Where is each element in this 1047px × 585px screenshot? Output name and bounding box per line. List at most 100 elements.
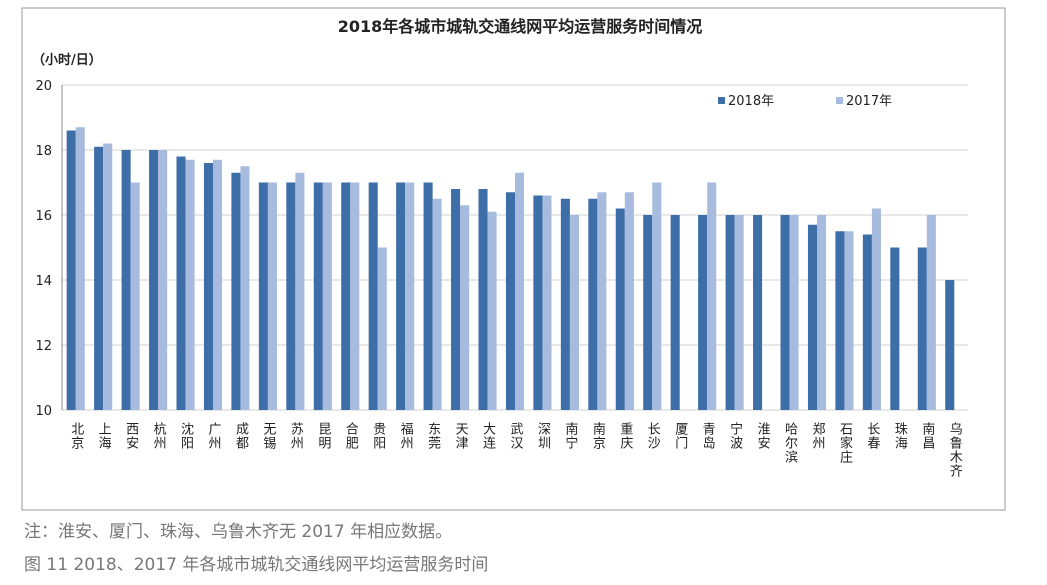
bar [295,172,305,410]
x-tick-label: 武汉 [508,422,524,450]
bar [515,172,525,410]
bar [652,182,662,410]
bar [789,215,799,410]
x-tick-label: 长沙 [645,422,661,450]
x-tick-label: 深圳 [535,422,551,450]
bar [844,231,854,410]
x-tick-label: 石家庄 [837,422,853,464]
bar [213,159,223,410]
bar [926,215,936,410]
x-tick-label: 大连 [480,422,496,450]
bar [707,182,717,410]
y-tick-label: 20 [35,79,52,94]
x-tick-label: 南京 [590,421,606,450]
bar [588,198,598,410]
bar [185,159,195,410]
bar [267,182,277,410]
y-tick-label: 14 [35,274,52,289]
bar [176,156,186,410]
y-tick-label: 18 [35,144,52,159]
bar [423,182,433,410]
legend-swatch [836,97,843,104]
bar [103,143,113,410]
bar [341,182,351,410]
bar [487,211,497,410]
x-tick-label: 无锡 [260,422,276,450]
bar [130,182,140,410]
bar [94,146,104,410]
x-tick-label: 哈尔滨 [782,422,798,464]
bar [643,215,653,410]
bar [405,182,415,410]
bar [871,208,881,410]
bar [203,163,213,410]
x-tick-label: 合肥 [343,422,359,450]
x-tick-label: 沈阳 [178,422,194,450]
bar [478,189,488,410]
y-tick-label: 16 [35,209,52,224]
bar [670,215,680,410]
bar [505,192,515,410]
bar [780,215,790,410]
x-tick-label: 杭州 [151,422,167,450]
bar [542,195,552,410]
bar [286,182,296,410]
bar [368,182,378,410]
bar [597,192,607,410]
bar [624,192,634,410]
chart-title: 2018年各城市城轨交通线网平均运营服务时间情况 [338,17,703,36]
y-tick-label: 10 [35,404,52,419]
bar [698,215,708,410]
bar [396,182,406,410]
x-tick-label: 贵阳 [370,422,386,450]
x-tick-label: 青岛 [700,422,716,450]
x-tick-label: 郑州 [810,422,826,450]
x-tick-label: 广州 [206,422,222,450]
x-tick-label: 苏州 [288,421,304,450]
bar [66,130,76,410]
bar [807,224,817,410]
bar [569,215,579,410]
x-tick-label: 珠海 [892,422,908,450]
x-tick-label: 成都 [233,422,249,450]
bar [121,150,131,410]
bar [432,198,442,410]
caption: 图 11 2018、2017 年各城市城轨交通线网平均运营服务时间 [24,555,488,575]
bar [725,215,735,410]
bar [377,247,387,410]
note: 注：淮安、厦门、珠海、乌鲁木齐无 2017 年相应数据。 [24,522,452,542]
x-tick-label: 东莞 [425,422,441,450]
bar [149,150,159,410]
x-tick-label: 淮安 [755,422,771,450]
legend-label: 2018年 [728,94,774,109]
x-tick-label: 厦门 [672,422,688,450]
bar [917,247,927,410]
x-tick-label: 昆明 [315,422,330,450]
bar [231,172,241,410]
bar [460,205,470,410]
bar [734,215,744,410]
bar [322,182,332,410]
bar [350,182,360,410]
x-tick-label: 北京 [68,422,84,450]
bar [258,182,268,410]
bar [158,150,168,410]
legend-swatch [718,97,725,104]
legend-label: 2017年 [846,94,892,109]
bar [890,247,900,410]
bar [75,127,85,410]
x-tick-label: 长春 [864,422,880,450]
x-tick-label: 上海 [96,422,112,450]
bar [945,280,955,410]
y-tick-label: 12 [35,339,52,354]
bar [862,234,872,410]
bar [817,215,827,410]
bar [753,215,763,410]
bar [451,189,461,410]
y-axis-label: （小时/日） [32,52,102,68]
x-tick-label: 福州 [398,422,414,450]
x-tick-label: 西安 [123,422,139,450]
bar [835,231,845,410]
x-tick-label: 宁波 [727,421,743,450]
